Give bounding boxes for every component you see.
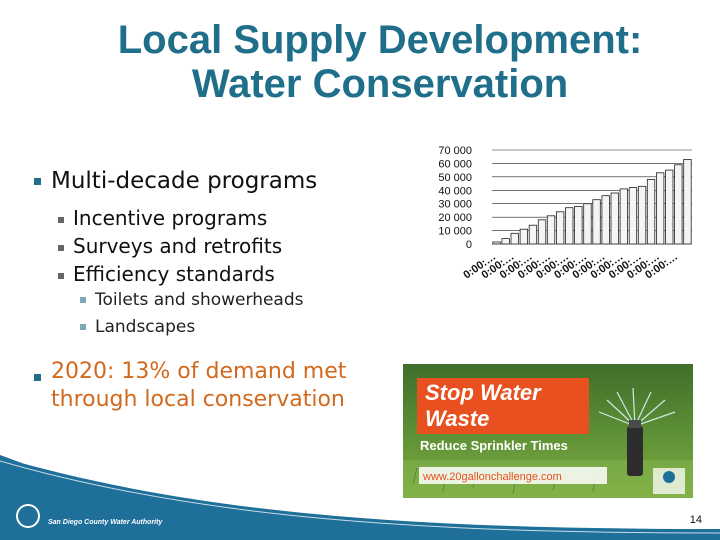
footer-wave [0,455,720,540]
footer-org-name: San Diego County Water Authority [48,519,163,526]
bar [601,195,610,245]
bullet-subsub-2: Landscapes [80,317,195,337]
bullet-sub-3: Efficiency standards [58,262,275,286]
bar [546,215,556,245]
conservation-stat: 2020: 13% of demand met through local con… [34,358,394,414]
bar [537,219,547,245]
bar [510,232,519,245]
bar [665,169,674,245]
bullet-square-icon [34,373,41,381]
stat-line-1: 2020: 13% of demand met [51,359,347,384]
y-tick-label: 70 000 [438,145,472,157]
sprinkler-icon [598,387,676,476]
bullet-sub-2: Surveys and retrofits [58,234,282,258]
bar [637,185,647,245]
bullet-sub-text: Incentive programs [73,206,268,230]
headline-box [417,378,589,434]
bullet-subsub-1: Toilets and showerheads [80,290,304,310]
bullet-sub-text: Efficiency standards [73,262,275,286]
bar [655,172,665,245]
bullet-square-icon [58,244,64,251]
y-tick-label: 60 000 [438,158,472,170]
bar [519,228,528,245]
bar [528,224,538,245]
slide-title: Local Supply Development: Water Conserva… [60,18,700,106]
bar [574,206,583,245]
bar [592,199,601,245]
stop-water-waste-banner: Stop Water Waste Reduce Sprinkler Times … [403,364,693,498]
x-axis: 0:00:…0:00:…0:00:…0:00:…0:00:…0:00:…0:00… [461,251,680,282]
y-tick-label: 30 000 [438,199,472,211]
bullet-square-icon [34,178,41,185]
bar [492,241,501,245]
banner-headline-1: Stop Water [425,380,542,405]
bar [619,188,629,245]
sdcwa-small-logo [653,468,685,494]
y-tick-label: 50 000 [438,172,472,184]
bar-series [492,158,692,245]
bullet-square-icon [80,324,86,330]
bar [501,238,510,245]
bar [683,158,692,245]
bullet-subsub-text: Toilets and showerheads [95,290,304,310]
y-tick-label: 10 000 [438,226,472,238]
banner-subline: Reduce Sprinkler Times [420,438,568,453]
bullet-square-icon [58,272,64,279]
bar [628,187,638,245]
bullet-main: Multi-decade programs [34,168,317,194]
stat-line-2: through local conservation [51,387,345,412]
y-tick-label: 40 000 [438,185,472,197]
bullet-square-icon [58,216,64,223]
bar [646,179,656,245]
bullet-sub-text: Surveys and retrofits [73,234,283,258]
title-line-2: Water Conservation [191,62,569,106]
banner-headline-2: Waste [425,406,489,431]
bar [555,211,565,245]
bar [674,164,683,245]
bar [565,207,574,245]
banner-url: www.20gallonchallenge.com [422,471,562,483]
title-line-1: Local Supply Development: [117,18,643,62]
bar [583,203,592,245]
sdcwa-logo-icon [16,504,40,528]
y-tick-label: 0 [466,239,472,251]
bullet-subsub-text: Landscapes [95,317,196,337]
page-number: 14 [689,514,702,526]
bar [610,192,619,245]
bullet-square-icon [80,297,86,303]
bullet-main-text: Multi-decade programs [51,168,318,194]
url-strip [419,467,607,484]
y-tick-label: 20 000 [438,212,472,224]
bullet-sub-1: Incentive programs [58,206,267,230]
